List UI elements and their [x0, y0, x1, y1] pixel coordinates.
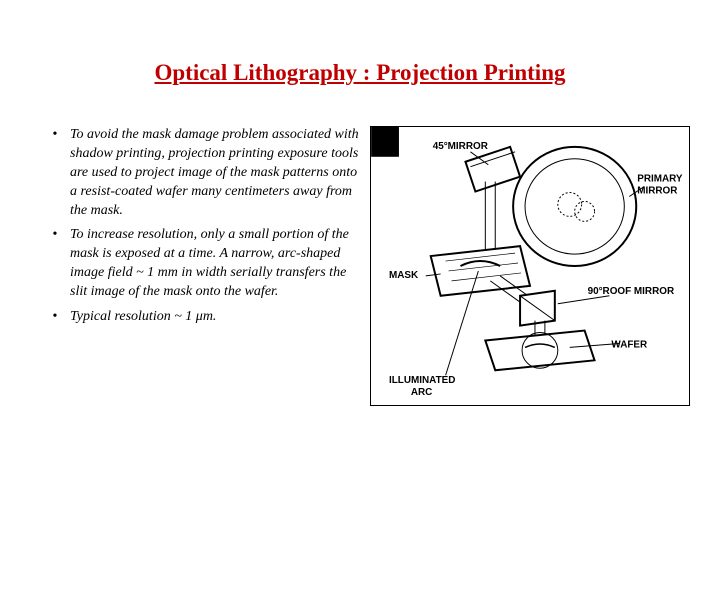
bullet-list: • To avoid the mask damage problem assoc… [20, 126, 360, 406]
list-item: • To avoid the mask damage problem assoc… [40, 126, 360, 220]
bullet-text: To avoid the mask damage problem associa… [70, 126, 360, 220]
bullet-mark: • [40, 308, 70, 327]
label-arc: ILLUMINATED ARC [389, 375, 458, 398]
content-row: • To avoid the mask damage problem assoc… [0, 126, 720, 406]
list-item: • Typical resolution ~ 1 μm. [40, 308, 360, 327]
label-mask: MASK [389, 270, 419, 281]
label-roof: 90°ROOF MIRROR [588, 286, 675, 297]
projection-diagram: 45°MIRROR PRIMARY MIRROR 90°ROOF MIRROR … [370, 126, 690, 406]
label-45-mirror: 45°MIRROR [433, 141, 488, 152]
diagram-column: 45°MIRROR PRIMARY MIRROR 90°ROOF MIRROR … [360, 126, 700, 406]
bullet-text: Typical resolution ~ 1 μm. [70, 308, 360, 327]
page-title: Optical Lithography : Projection Printin… [0, 60, 720, 86]
bullet-text: To increase resolution, only a small por… [70, 226, 360, 302]
label-primary: PRIMARY MIRROR [637, 174, 685, 197]
list-item: • To increase resolution, only a small p… [40, 226, 360, 302]
label-wafer: WAFER [611, 339, 647, 350]
bullet-mark: • [40, 226, 70, 302]
bullet-mark: • [40, 126, 70, 220]
